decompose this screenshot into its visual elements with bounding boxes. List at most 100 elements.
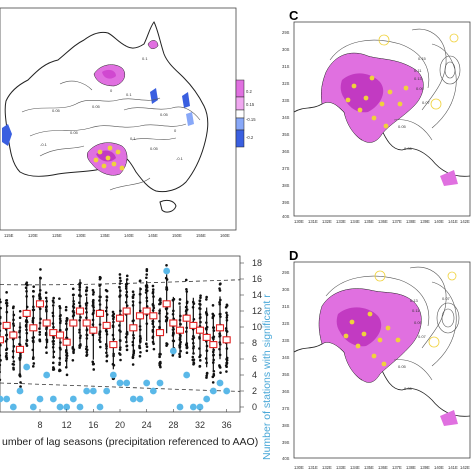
significant-station-count-point <box>49 395 57 403</box>
colorbar: 0.2 0.15 -0.15 -0.2 <box>235 79 256 148</box>
mean-correlation-box <box>149 312 158 320</box>
colorbar-tick: -0.15 <box>246 117 256 122</box>
mean-correlation-box <box>115 314 125 322</box>
significant-station-count-point <box>203 395 211 403</box>
significant-station-count-point <box>36 395 44 403</box>
significant-station-count-point <box>209 387 217 395</box>
station-correlation-dot <box>4 348 8 352</box>
significant-station-count-point <box>63 403 71 411</box>
significant-station-count-point <box>9 403 17 411</box>
significant-station-count-point <box>196 403 204 411</box>
svg-text:135E: 135E <box>364 465 374 470</box>
contour-label: 0 <box>110 88 113 93</box>
station-correlation-dot <box>58 361 62 365</box>
contour-label: 0.05 <box>160 112 169 117</box>
mean-correlation-box <box>75 307 85 315</box>
station-correlation-dot <box>85 293 88 296</box>
station-correlation-dot <box>5 299 8 302</box>
station-correlation-dot <box>211 381 215 384</box>
significant-station-count-point <box>103 387 111 395</box>
mean-correlation-box <box>175 326 185 334</box>
contour-label: 0.11 <box>414 68 422 73</box>
panel-c-map: C 0.11 0.13 0.15 0.09 0.07 0.05 0.05 29S… <box>282 8 471 224</box>
station-correlation-dot <box>145 342 148 346</box>
station-correlation-dot <box>151 284 155 288</box>
station-correlation-dot <box>132 353 135 357</box>
svg-text:131E: 131E <box>308 465 318 470</box>
svg-text:137E: 137E <box>392 219 402 224</box>
svg-text:39S: 39S <box>282 440 290 445</box>
mean-correlation-box <box>155 329 165 337</box>
station-correlation-dot <box>145 273 149 276</box>
svg-text:155E: 155E <box>196 233 206 238</box>
station-correlation-dot <box>64 308 68 312</box>
station-correlation-dot <box>85 354 88 357</box>
station-correlation-dot <box>51 361 55 365</box>
station-correlation-dot <box>118 282 122 285</box>
station-correlation-dot <box>72 349 75 353</box>
svg-text:150E: 150E <box>172 233 182 238</box>
mean-correlation-box <box>215 324 225 332</box>
x-tick-label: 36 <box>222 420 232 430</box>
mean-correlation-box <box>0 336 5 344</box>
station-correlation-dot <box>25 338 29 342</box>
right-y-tick-label: 4 <box>252 370 257 380</box>
significant-station-count-point <box>0 395 4 403</box>
panel-d-map: D 0.13 0.11 0.09 0.07 0.05 0.05 0.07 29S… <box>282 248 471 470</box>
contour-label: 0.05 <box>150 146 159 151</box>
station-correlation-dot <box>165 263 168 267</box>
mean-correlation-box <box>162 300 171 308</box>
svg-text:142E: 142E <box>460 465 470 470</box>
station-correlation-dot <box>52 368 56 371</box>
station-correlation-dot <box>31 365 35 368</box>
station-correlation-dot <box>11 362 15 366</box>
station-correlation-dot <box>98 340 102 344</box>
contour-label: 0.05 <box>92 104 101 109</box>
station-correlation-dot <box>198 299 202 303</box>
mean-correlation-box <box>195 326 205 334</box>
significant-station-count-point <box>176 403 184 411</box>
station-correlation-dot <box>218 289 222 292</box>
east-negative-area <box>182 92 190 108</box>
right-y-tick-label: 8 <box>252 338 257 348</box>
station-correlation-dot <box>145 268 149 271</box>
significant-station-count-point <box>116 379 124 387</box>
station-correlation-dot <box>152 347 156 351</box>
station-correlation-dot <box>39 268 42 271</box>
svg-text:30S: 30S <box>282 287 290 292</box>
station-correlation-dot <box>185 287 188 291</box>
station-correlation-dot <box>205 376 208 379</box>
svg-text:136E: 136E <box>378 219 388 224</box>
station-correlation-dot <box>5 354 8 357</box>
significant-station-count-point <box>23 363 31 371</box>
contour-label: -0.1 <box>40 142 48 147</box>
mean-correlation-box <box>49 329 58 337</box>
mean-correlation-box <box>135 312 145 320</box>
station-correlation-dot <box>199 296 202 300</box>
mean-correlation-box <box>62 338 71 346</box>
station-correlation-dot <box>138 346 142 350</box>
mean-correlation-box <box>122 307 131 315</box>
right-y-axis-label: Number of stations with significant r <box>261 294 273 460</box>
svg-text:131E: 131E <box>308 219 318 224</box>
station-correlation-dot <box>0 300 2 304</box>
significant-station-count-point <box>183 371 191 379</box>
station-correlation-dot <box>212 374 216 377</box>
svg-text:32S: 32S <box>282 321 290 326</box>
contour-label: 0.13 <box>414 76 423 81</box>
station-correlation-dot <box>52 296 55 300</box>
station-correlation-dot <box>99 345 102 349</box>
contour-label: 0 <box>174 128 177 133</box>
station-correlation-dot <box>118 273 122 276</box>
svg-text:140E: 140E <box>434 219 444 224</box>
significant-station-count-point <box>163 267 171 275</box>
station-correlation-dot <box>32 285 36 288</box>
significant-station-count-point <box>29 403 37 411</box>
svg-text:132E: 132E <box>322 465 332 470</box>
station-correlation-dot <box>178 302 181 305</box>
station-correlation-dot <box>138 279 142 283</box>
australia-outline <box>4 21 209 193</box>
station-correlation-dot <box>192 358 196 362</box>
right-y-tick-label: 12 <box>252 306 262 316</box>
